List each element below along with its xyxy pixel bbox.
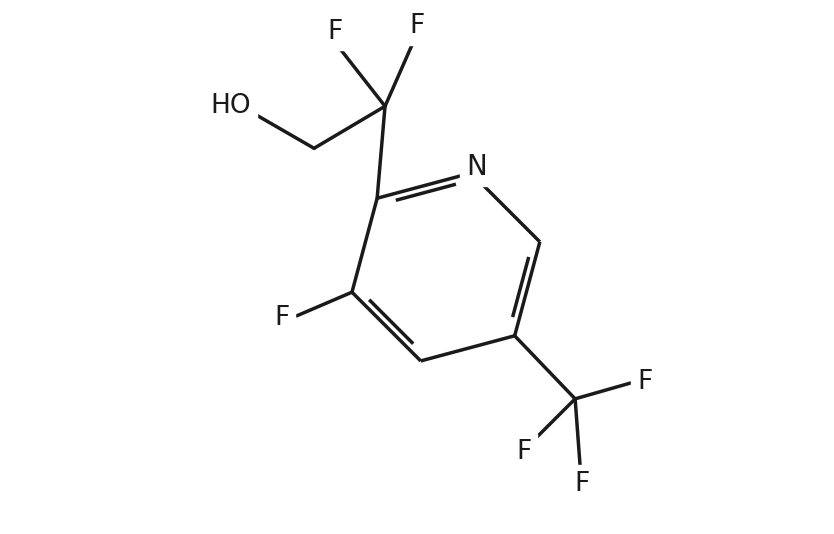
Text: F: F — [575, 471, 590, 497]
Text: HO: HO — [211, 93, 251, 119]
Text: F: F — [274, 305, 289, 332]
Text: F: F — [328, 19, 343, 45]
Text: F: F — [516, 439, 531, 466]
Text: N: N — [466, 153, 487, 180]
Text: F: F — [409, 13, 425, 40]
Text: F: F — [637, 369, 652, 395]
